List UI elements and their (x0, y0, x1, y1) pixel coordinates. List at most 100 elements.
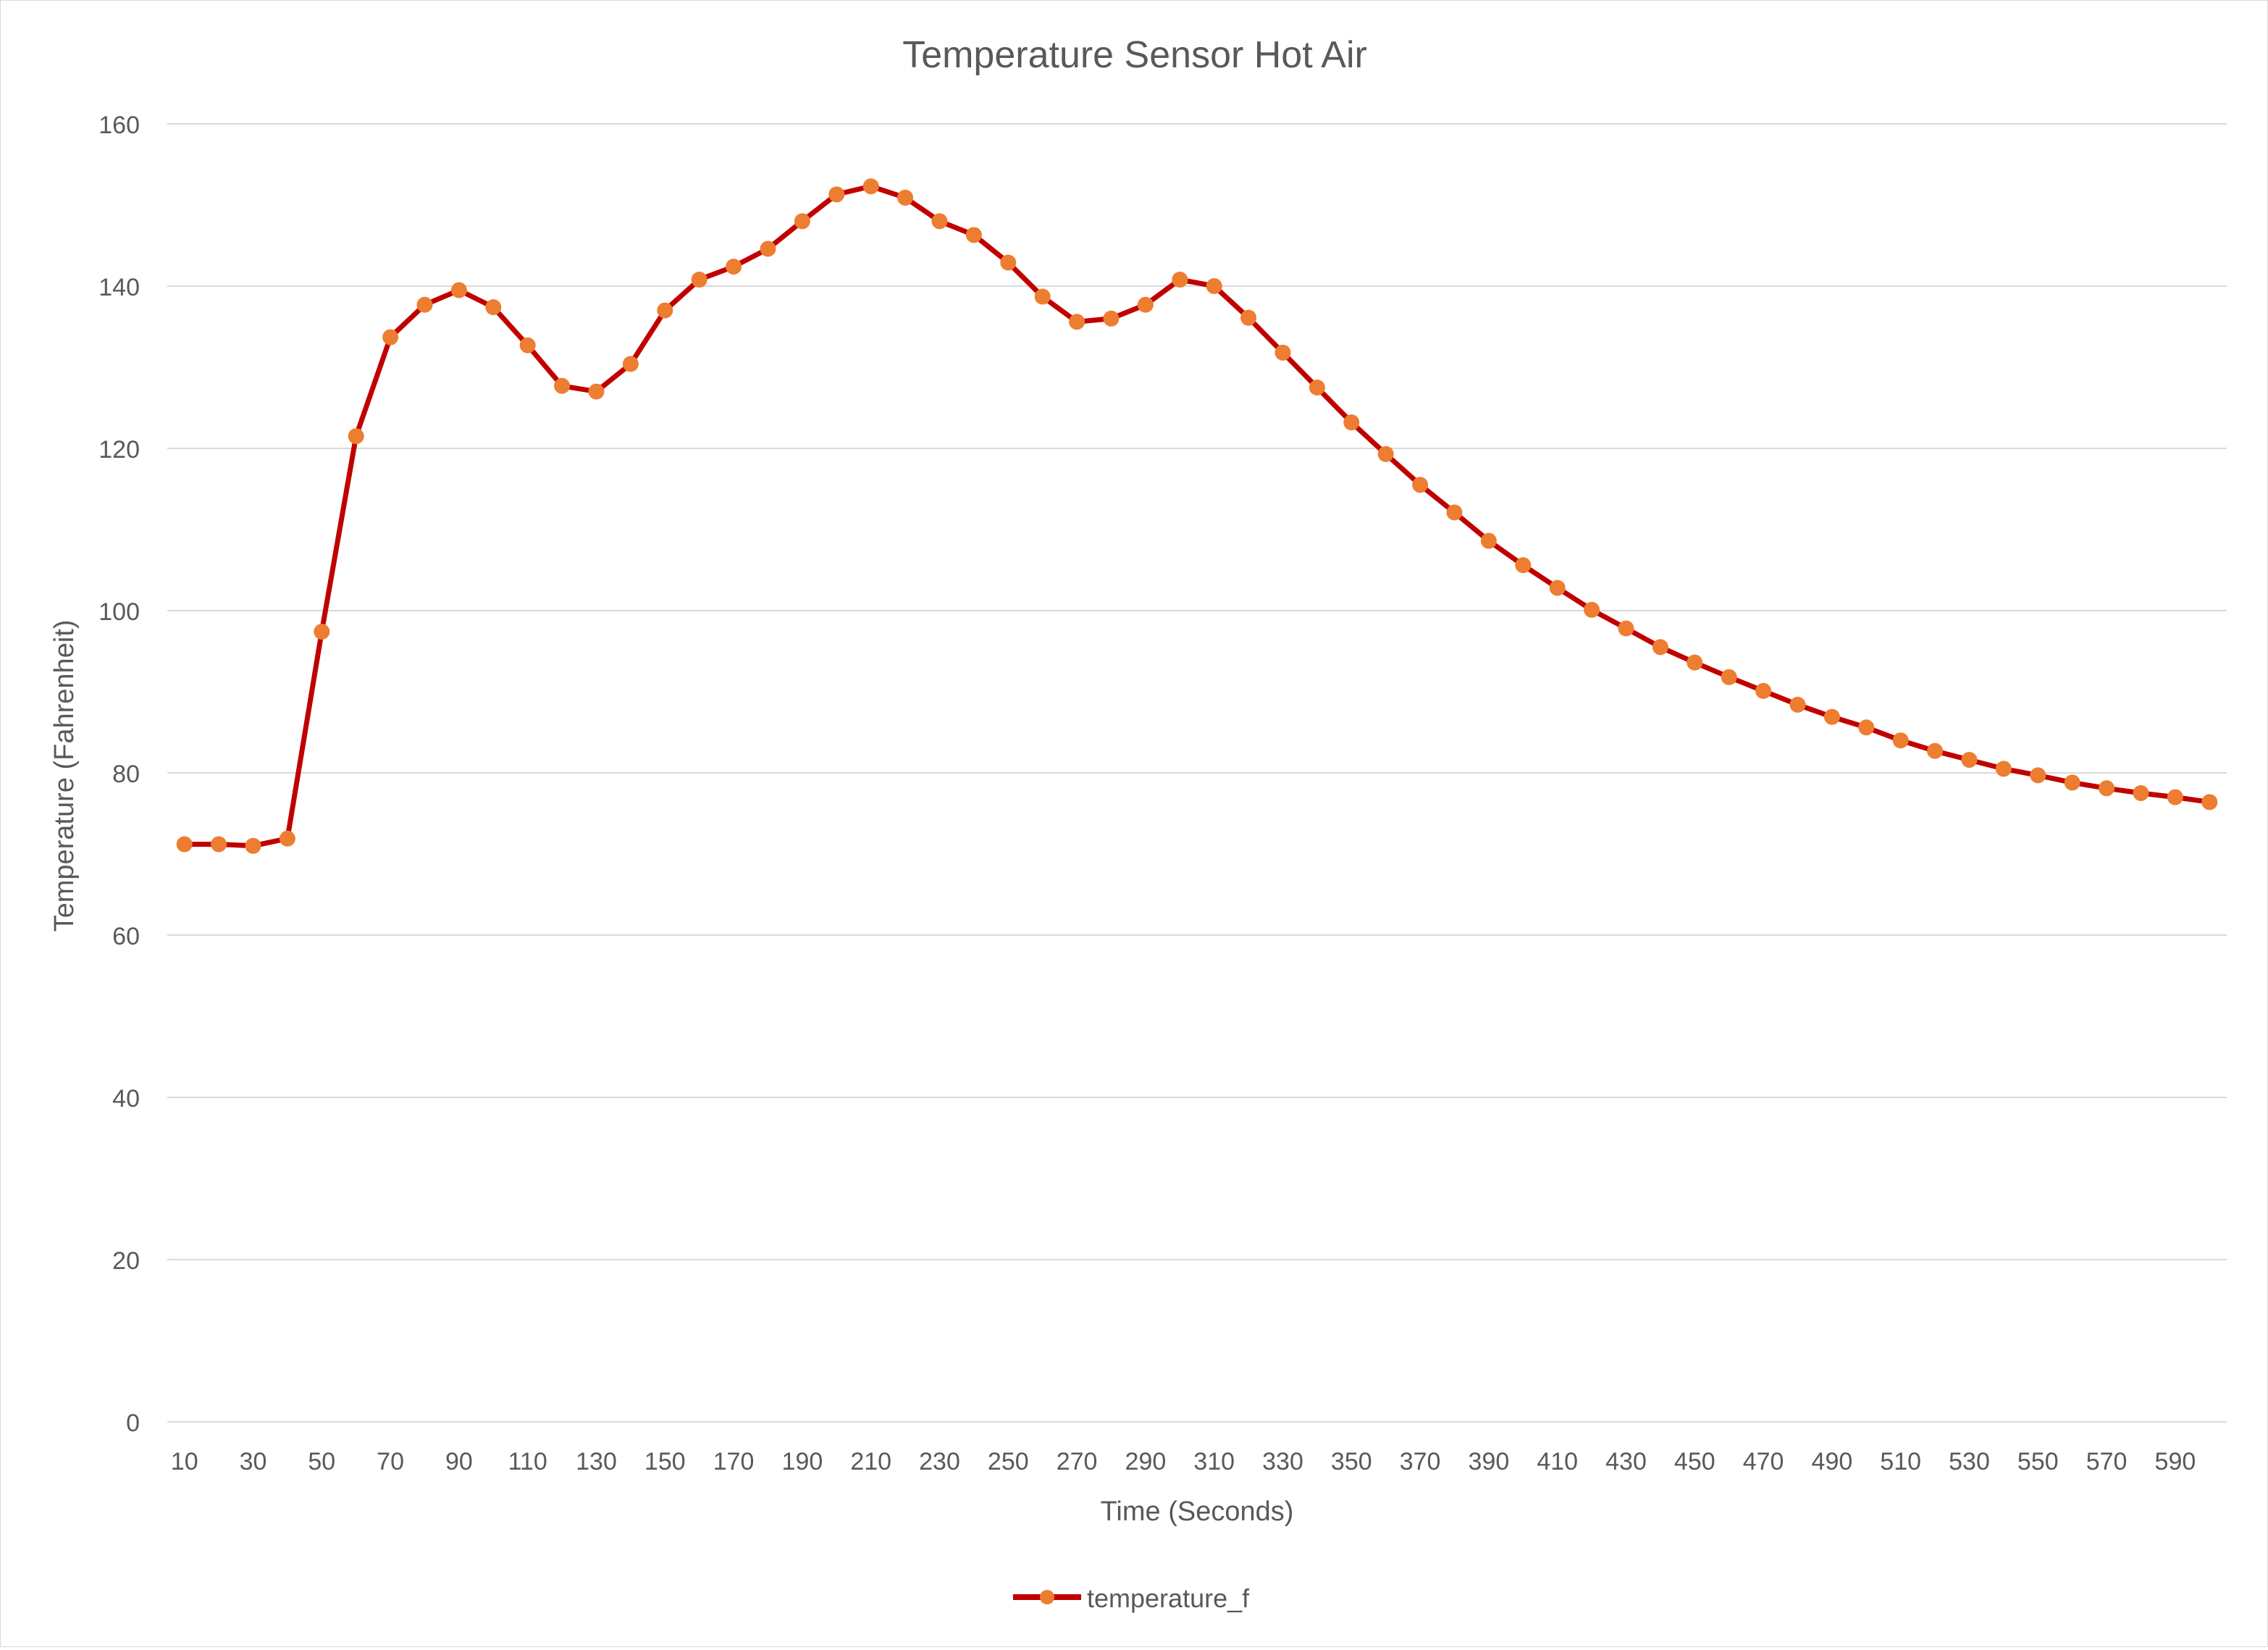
data-point (965, 227, 982, 243)
x-tick-label: 130 (576, 1448, 617, 1475)
x-tick-label: 90 (445, 1448, 473, 1475)
data-point (931, 213, 948, 230)
series-temperature (176, 178, 2218, 854)
data-point (1549, 579, 1566, 596)
x-tick-label: 150 (644, 1448, 686, 1475)
x-tick-label: 210 (850, 1448, 891, 1475)
x-tick-label: 230 (919, 1448, 960, 1475)
x-tick-label: 50 (308, 1448, 335, 1475)
data-point (1240, 309, 1257, 326)
data-point (2201, 794, 2218, 811)
y-tick-label: 0 (126, 1410, 140, 1437)
x-tick-label: 310 (1193, 1448, 1235, 1475)
data-point (2133, 785, 2149, 801)
data-point (1721, 669, 1737, 685)
x-tick-label: 510 (1880, 1448, 1921, 1475)
data-point (348, 428, 364, 445)
y-tick-label: 120 (98, 436, 140, 464)
data-point (897, 189, 914, 206)
data-point (622, 356, 639, 372)
gridlines (167, 123, 2227, 1260)
y-tick-label: 40 (112, 1085, 140, 1113)
data-point (1412, 477, 1429, 493)
data-point (1687, 654, 1703, 671)
data-point (1823, 708, 1840, 725)
x-tick-label: 290 (1125, 1448, 1167, 1475)
data-point (794, 213, 810, 230)
data-point (485, 299, 502, 316)
chart-title: Temperature Sensor Hot Air (902, 34, 1367, 76)
data-point (1892, 732, 1909, 749)
data-point (1584, 601, 1600, 618)
x-tick-label: 170 (713, 1448, 755, 1475)
x-tick-label: 30 (240, 1448, 267, 1475)
data-point (1103, 310, 1120, 327)
data-point (828, 186, 845, 203)
data-point (862, 178, 879, 195)
data-point (1480, 532, 1497, 549)
data-point (1755, 682, 1772, 699)
y-tick-label: 140 (98, 274, 140, 301)
x-tick-label: 350 (1331, 1448, 1372, 1475)
x-tick-label: 330 (1262, 1448, 1303, 1475)
x-tick-label: 390 (1469, 1448, 1510, 1475)
data-point (245, 837, 261, 854)
data-point (279, 830, 295, 847)
data-point (657, 302, 673, 319)
y-axis-ticks: 0 20 40 60 80 100 120 140 160 (98, 112, 140, 1437)
x-tick-label: 250 (988, 1448, 1029, 1475)
x-tick-label: 450 (1674, 1448, 1715, 1475)
data-point (1377, 445, 1394, 462)
data-point (1172, 272, 1188, 288)
data-point (554, 377, 571, 394)
data-point (726, 259, 742, 275)
data-point (1069, 314, 1085, 330)
data-point (1858, 719, 1875, 736)
data-point (519, 337, 536, 353)
x-tick-label: 70 (377, 1448, 404, 1475)
x-tick-label: 550 (2017, 1448, 2059, 1475)
data-point (2064, 774, 2080, 791)
series-line (182, 183, 2212, 849)
data-point (211, 836, 227, 853)
data-point (1652, 639, 1668, 656)
data-point (2167, 789, 2183, 805)
data-point (382, 329, 399, 346)
data-point (1343, 414, 1360, 431)
x-tick-label: 470 (1743, 1448, 1784, 1475)
data-point (314, 624, 330, 640)
x-tick-label: 190 (782, 1448, 823, 1475)
data-point (416, 296, 433, 313)
data-point (1515, 557, 1532, 574)
x-tick-label: 270 (1057, 1448, 1098, 1475)
y-tick-label: 80 (112, 761, 140, 788)
data-point (1137, 296, 1154, 313)
y-tick-label: 160 (98, 112, 140, 139)
data-point (176, 836, 193, 853)
data-point (1995, 761, 2012, 777)
y-axis-title: Temperature (Fahrenheit) (49, 620, 80, 932)
x-tick-label: 430 (1605, 1448, 1647, 1475)
x-tick-label: 590 (2155, 1448, 2196, 1475)
data-point (1927, 742, 1944, 759)
data-point (450, 282, 467, 298)
y-tick-label: 60 (112, 923, 140, 950)
y-tick-label: 20 (112, 1247, 140, 1275)
x-tick-label: 10 (171, 1448, 198, 1475)
legend: temperature_f (1013, 1583, 1250, 1613)
x-tick-label: 410 (1537, 1448, 1578, 1475)
x-tick-label: 110 (508, 1448, 547, 1475)
data-point (1618, 620, 1634, 637)
y-tick-label: 100 (98, 598, 140, 626)
data-point (1309, 380, 1325, 395)
x-tick-label: 570 (2086, 1448, 2128, 1475)
data-point (1034, 288, 1051, 305)
data-point (1274, 344, 1291, 361)
data-point (588, 383, 605, 400)
legend-label: temperature_f (1087, 1583, 1250, 1613)
data-point (760, 240, 776, 257)
legend-marker-swatch (1040, 1590, 1054, 1604)
x-tick-label: 490 (1812, 1448, 1853, 1475)
data-point (2030, 767, 2046, 784)
